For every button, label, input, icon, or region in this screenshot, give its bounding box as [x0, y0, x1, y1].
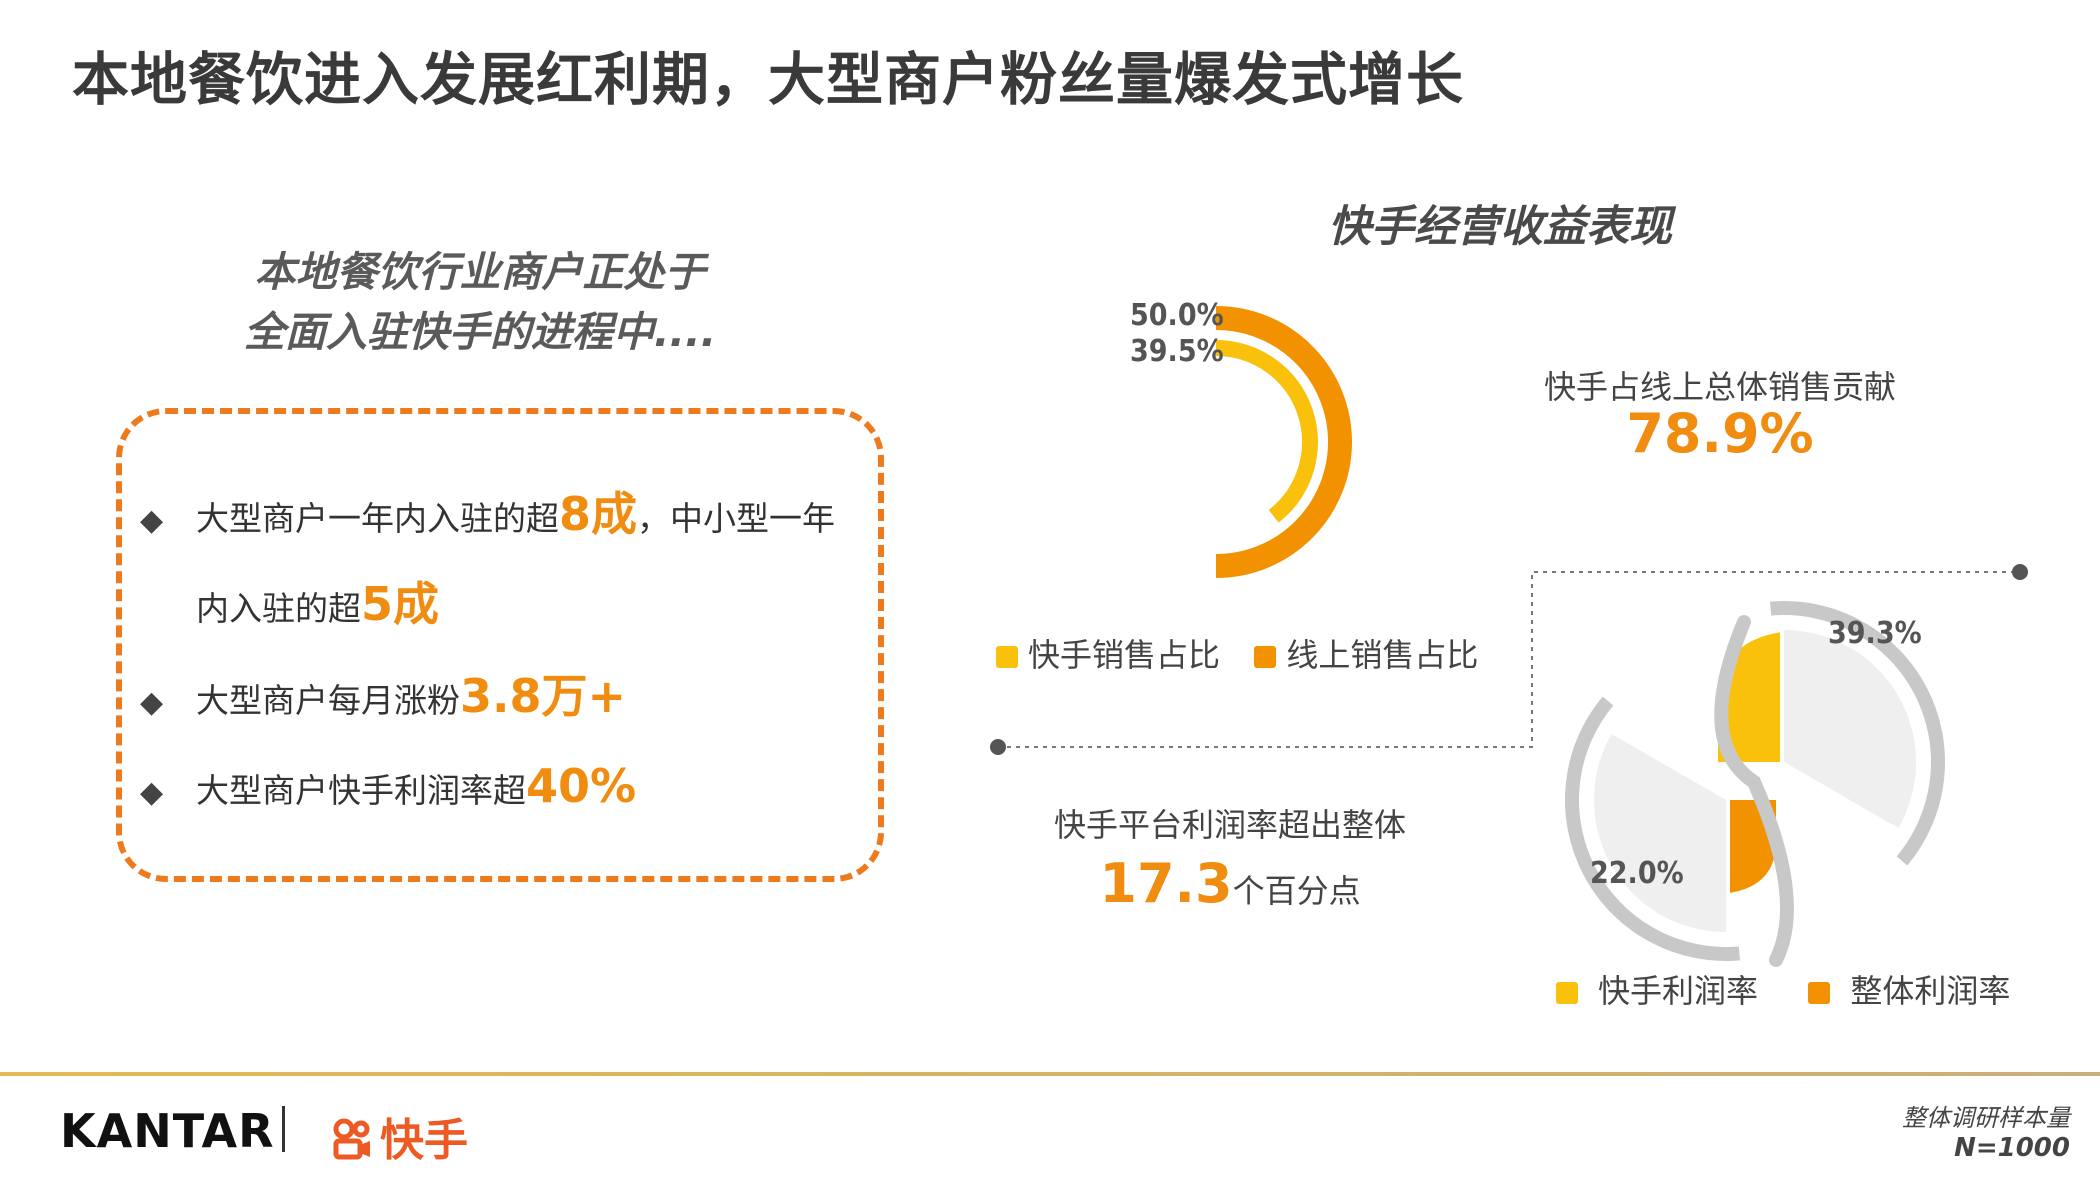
legend-swatch-orange	[1808, 982, 1831, 1004]
diamond-bullet-icon: ◆	[140, 685, 164, 720]
profit-chart	[1565, 601, 1945, 967]
profit-wedge-kuaishou-bg	[1784, 630, 1916, 828]
bullet-item-3: ◆ 大型商户快手利润率超40%	[140, 756, 636, 823]
sample-size-note: 整体调研样本量 N=1000	[1902, 1098, 2070, 1163]
legend-swatch-yellow	[1556, 982, 1578, 1004]
stat2-unit: 个百分点	[1232, 872, 1361, 910]
donut-arc-online	[1215, 306, 1352, 578]
highlight-value: 5成	[361, 577, 440, 631]
bullet-item-1-continued: 内入驻的超5成	[196, 577, 440, 631]
connector-dot-right	[2012, 564, 2028, 580]
donut-label-online: 50.0%	[1130, 298, 1224, 333]
highlight-value: 40%	[526, 759, 637, 813]
sample-value: N=1000	[1954, 1133, 2070, 1163]
kuaishou-logo-icon	[333, 1118, 370, 1160]
sample-label: 整体调研样本量	[1902, 1104, 2070, 1132]
pie-label-kuaishou: 39.3%	[1828, 616, 1922, 651]
footer-divider	[0, 1072, 2100, 1076]
subtitle-line-1: 本地餐饮行业商户正处于	[254, 248, 706, 296]
legend-swatch-yellow	[996, 646, 1018, 668]
donut-chart	[1215, 306, 1352, 578]
pie-label-overall: 22.0%	[1590, 856, 1684, 891]
profit-s-curve	[1714, 615, 1794, 967]
page-title: 本地餐饮进入发展红利期，大型商户粉丝量爆发式增长	[72, 47, 1464, 113]
profit-arc-kuaishou-track	[1769, 601, 1945, 866]
profit-wedge-overall-bg	[1594, 734, 1726, 932]
donut-legend: 快手销售占比 线上销售占比	[996, 630, 1478, 676]
profit-arc-overall-track	[1565, 696, 1741, 961]
connector-dotted-line	[998, 571, 2020, 748]
stat1-value: 78.9%	[1626, 402, 1814, 465]
stat2-value: 17.3	[1099, 852, 1233, 915]
diamond-bullet-icon: ◆	[140, 775, 164, 810]
bullet-item-2: ◆ 大型商户每月涨粉3.8万+	[140, 666, 626, 733]
bullet-item-1: ◆ 大型商户一年内入驻的超8成，中小型一年	[140, 484, 835, 551]
donut-arc-kuaishou	[1215, 340, 1318, 523]
highlight-value: 8成	[559, 487, 638, 541]
donut-label-kuaishou: 39.5%	[1130, 334, 1224, 369]
highlight-value: 3.8万+	[460, 669, 627, 723]
stat2-label: 快手平台利润率超出整体	[1053, 806, 1406, 844]
stat1-label: 快手占线上总体销售贡献	[1543, 368, 1896, 406]
kuaishou-logo: 快手	[330, 1104, 468, 1168]
highlights-box	[116, 408, 884, 882]
kantar-logo: KANTAR	[60, 1104, 275, 1158]
legend-swatch-orange	[1254, 646, 1277, 668]
logo-divider	[282, 1106, 285, 1152]
connector-dot-left	[990, 739, 1006, 755]
chart-title: 快手经营收益表现	[1328, 202, 1672, 252]
profit-legend: 快手利润率 整体利润率	[1556, 966, 2010, 1012]
subtitle-line-2: 全面入驻快手的进程中....	[243, 308, 717, 356]
diamond-bullet-icon: ◆	[140, 503, 164, 538]
stat2-value-row: 17.3个百分点	[1020, 852, 1440, 915]
